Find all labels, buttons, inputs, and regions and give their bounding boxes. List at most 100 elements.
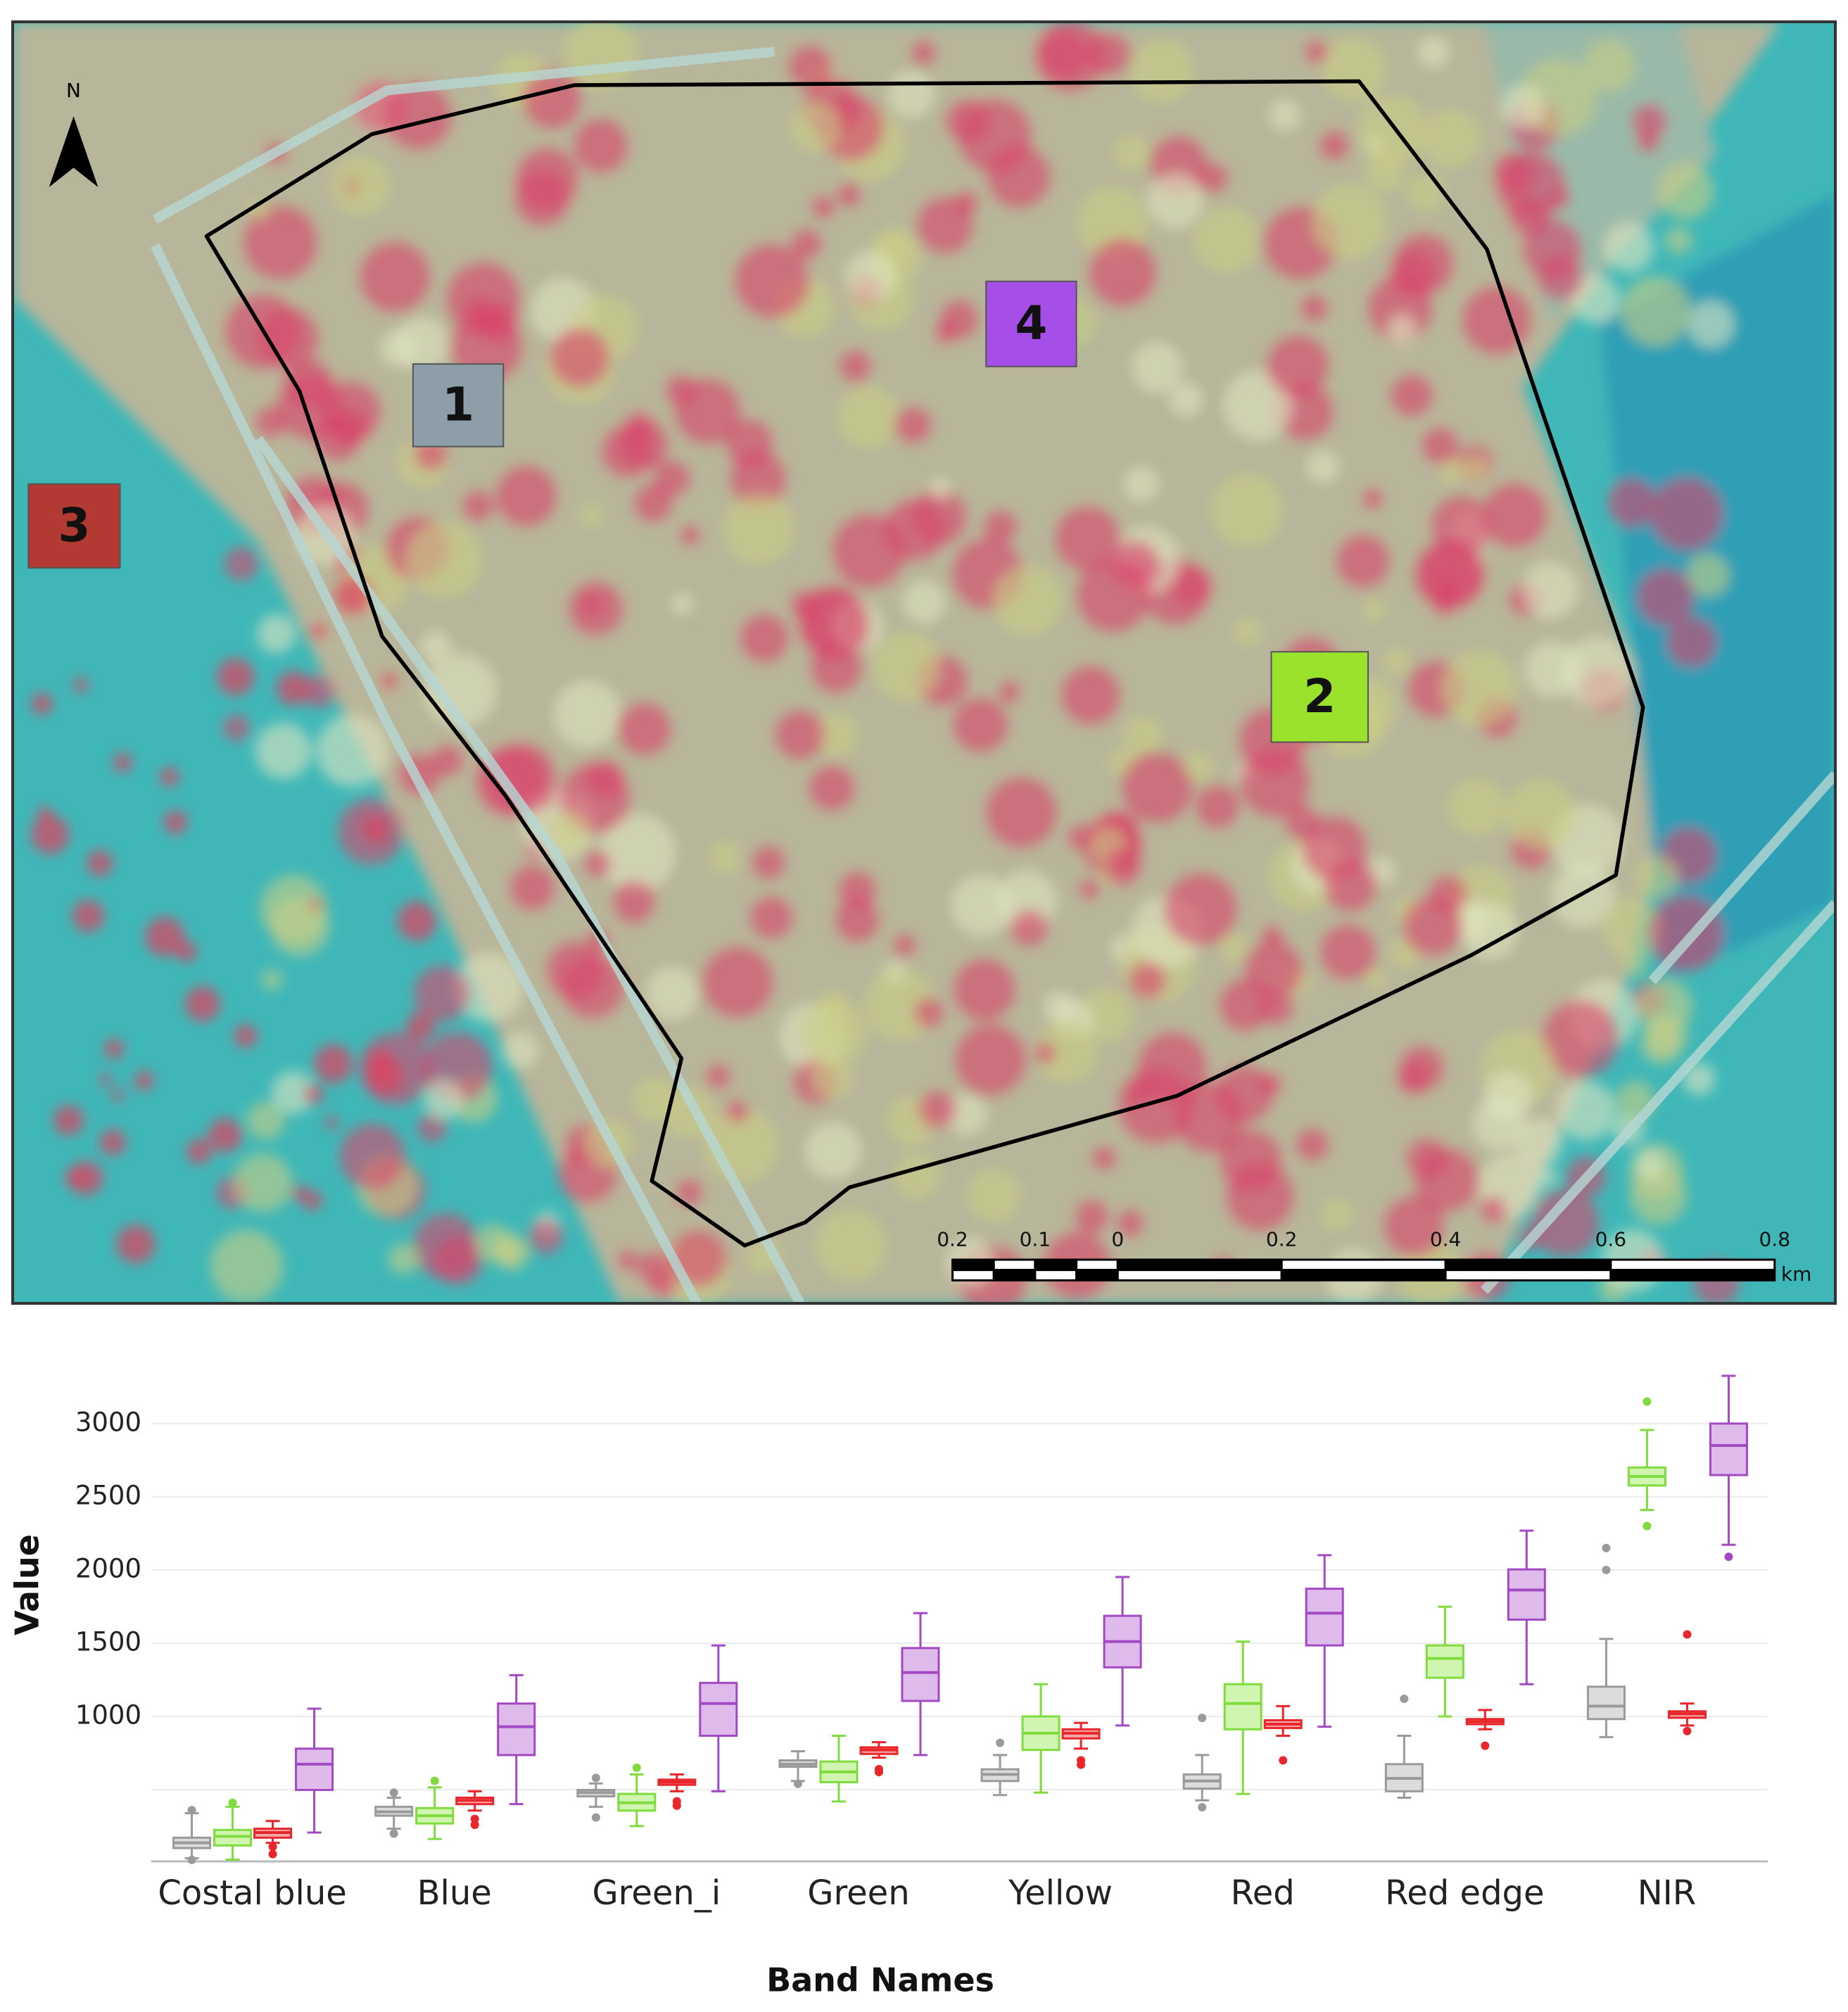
box	[901, 1647, 940, 1702]
texture-blob	[1129, 961, 1167, 999]
texture-blob	[184, 986, 220, 1022]
texture-blob	[1664, 227, 1692, 255]
texture-blob	[222, 714, 250, 742]
texture-blob	[388, 1243, 419, 1274]
texture-blob	[952, 958, 1016, 1022]
texture-blob	[234, 1024, 258, 1048]
texture-blob	[359, 241, 431, 313]
texture-blob	[474, 1224, 513, 1263]
texture-blob	[550, 328, 610, 388]
scale-segment	[1075, 1258, 1119, 1272]
texture-blob	[1483, 1071, 1533, 1121]
texture-blob	[734, 243, 810, 319]
texture-blob	[1054, 505, 1121, 572]
scale-segment	[1280, 1258, 1447, 1272]
texture-blob	[1682, 1062, 1716, 1096]
outlier	[1724, 1552, 1733, 1562]
scale-label: 0.2	[937, 1227, 968, 1251]
x-tick-label: Red	[1231, 1873, 1295, 1913]
texture-blob	[325, 1116, 338, 1130]
box	[1305, 1588, 1344, 1647]
texture-blob	[1636, 129, 1659, 153]
texture-blob	[679, 524, 701, 546]
outlier	[430, 1776, 439, 1785]
texture-blob	[837, 386, 899, 448]
texture-blob	[705, 1063, 731, 1089]
scale-segment	[1444, 1269, 1612, 1282]
texture-blob	[73, 677, 89, 693]
texture-blob	[1091, 1146, 1118, 1171]
texture-blob	[583, 850, 611, 878]
texture-blob	[1388, 249, 1436, 298]
texture-blob	[1421, 426, 1459, 464]
texture-blob	[1311, 184, 1387, 260]
texture-blob	[217, 658, 255, 696]
texture-blob	[548, 811, 589, 852]
class-label: 4	[1015, 296, 1047, 350]
texture-blob	[739, 613, 790, 664]
texture-blob	[598, 814, 676, 892]
texture-blob	[1657, 163, 1714, 220]
texture-blob	[559, 954, 626, 1020]
class-label: 2	[1303, 669, 1336, 723]
texture-blob	[1169, 382, 1203, 417]
texture-blob	[1124, 716, 1163, 755]
texture-blob	[1183, 751, 1214, 782]
outlier	[470, 1814, 479, 1823]
scale-segment	[992, 1258, 1037, 1272]
texture-blob	[529, 1220, 563, 1254]
road	[150, 243, 702, 1303]
texture-blob	[1386, 314, 1417, 345]
scale-segment	[1034, 1269, 1078, 1282]
texture-blob	[233, 1153, 293, 1213]
texture-blob	[291, 1184, 308, 1201]
texture-blob	[1441, 650, 1517, 727]
texture-blob	[837, 871, 878, 910]
outlier	[632, 1763, 641, 1772]
scale-segment	[1116, 1258, 1283, 1272]
texture-blob	[1074, 1199, 1110, 1234]
texture-blob	[1104, 847, 1142, 886]
texture-blob	[1304, 39, 1328, 64]
texture-blob	[37, 806, 52, 821]
texture-blob	[431, 744, 464, 778]
texture-blob	[111, 1089, 125, 1102]
texture-blob	[1034, 22, 1107, 92]
texture-blob	[1514, 1118, 1563, 1166]
texture-blob	[1406, 173, 1445, 212]
texture-blob	[967, 1168, 1021, 1222]
texture-blob	[1428, 875, 1467, 914]
texture-blob	[725, 418, 774, 468]
texture-blob	[1113, 134, 1151, 172]
texture-blob	[1602, 897, 1663, 958]
scale-label: 0.1	[1020, 1227, 1051, 1251]
outlier	[470, 1820, 479, 1829]
texture-blob	[790, 101, 842, 153]
texture-blob	[454, 952, 524, 1023]
texture-blob	[1365, 968, 1387, 989]
texture-blob	[564, 22, 638, 89]
texture-blob	[405, 521, 483, 598]
texture-blob	[1218, 978, 1272, 1032]
texture-blob	[31, 692, 53, 715]
texture-blob	[939, 299, 980, 340]
texture-blob	[1035, 1020, 1099, 1084]
texture-blob	[836, 182, 862, 208]
texture-blob	[361, 814, 390, 843]
texture-blob	[787, 44, 833, 89]
texture-blob	[1132, 342, 1183, 393]
texture-blob	[502, 1032, 538, 1069]
outlier	[1481, 1741, 1490, 1750]
scale-segment	[1075, 1269, 1119, 1282]
scale-label: 0.6	[1595, 1227, 1627, 1251]
texture-blob	[303, 1191, 322, 1210]
texture-blob	[911, 40, 937, 66]
texture-blob	[1531, 1189, 1599, 1257]
texture-blob	[1583, 39, 1635, 92]
texture-blob	[1571, 274, 1620, 324]
texture-blob	[186, 1139, 212, 1165]
texture-blob	[116, 1224, 156, 1264]
texture-blob	[314, 415, 362, 462]
texture-blob	[1321, 1198, 1353, 1230]
texture-blob	[424, 654, 497, 727]
